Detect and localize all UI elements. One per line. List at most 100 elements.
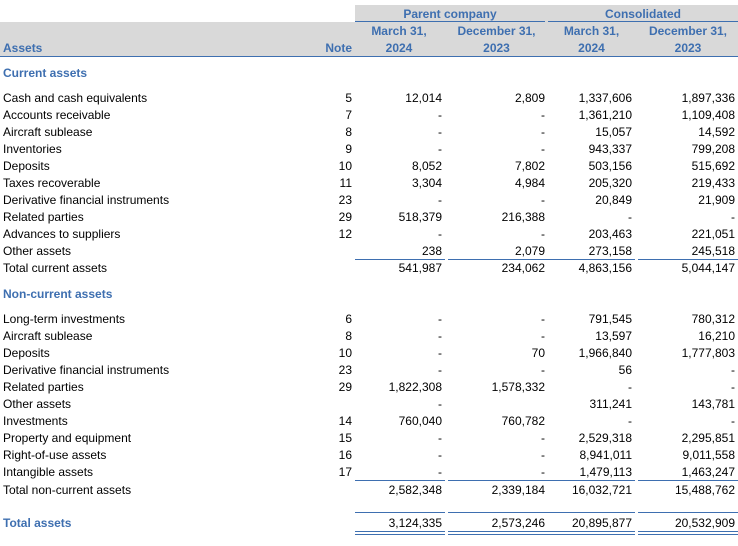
line-item: Advances to suppliers bbox=[3, 227, 121, 241]
amount: - bbox=[438, 397, 442, 411]
amount: - bbox=[541, 125, 545, 139]
amount: 56 bbox=[618, 363, 632, 377]
amount: - bbox=[438, 125, 442, 139]
total-double-rule bbox=[548, 531, 635, 532]
line-item: Investments bbox=[3, 414, 68, 428]
amount: 2,582,348 bbox=[388, 483, 442, 497]
total-label: Total assets bbox=[3, 516, 72, 530]
column-header: March 31, bbox=[371, 24, 427, 38]
line-item: Property and equipment bbox=[3, 431, 132, 445]
subtotal-rule bbox=[355, 259, 445, 260]
amount: - bbox=[731, 414, 735, 428]
group-rule bbox=[548, 21, 738, 22]
amount: 2,339,184 bbox=[491, 483, 545, 497]
total-amount: 2,573,246 bbox=[491, 516, 545, 530]
amount: 515,692 bbox=[691, 159, 735, 173]
amount: - bbox=[541, 363, 545, 377]
amount: - bbox=[628, 380, 632, 394]
amount: - bbox=[438, 142, 442, 156]
note: 16 bbox=[338, 448, 352, 462]
note: 29 bbox=[338, 380, 352, 394]
total-amount: 3,124,335 bbox=[388, 516, 442, 530]
section-title: Current assets bbox=[3, 66, 88, 80]
amount: - bbox=[541, 465, 545, 479]
amount: 219,433 bbox=[691, 176, 735, 190]
total-amount: 20,532,909 bbox=[674, 516, 735, 530]
line-item: Cash and cash equivalents bbox=[3, 91, 148, 105]
column-header: December 31, bbox=[457, 24, 536, 38]
amount: 1,777,803 bbox=[681, 346, 735, 360]
note: 9 bbox=[345, 142, 352, 156]
amount: - bbox=[541, 142, 545, 156]
line-item: Related parties bbox=[3, 210, 84, 224]
group-header: Parent company bbox=[403, 7, 497, 21]
total-double-rule bbox=[355, 531, 445, 532]
amount: - bbox=[541, 108, 545, 122]
subtotal-rule bbox=[548, 259, 635, 260]
assets-header: Assets bbox=[3, 41, 43, 55]
amount: 503,156 bbox=[588, 159, 632, 173]
total-rule bbox=[638, 512, 738, 513]
amount: - bbox=[438, 108, 442, 122]
line-item: Related parties bbox=[3, 380, 84, 394]
amount: 799,208 bbox=[691, 142, 735, 156]
amount: 2,079 bbox=[514, 244, 545, 258]
total-double-rule bbox=[448, 534, 548, 535]
amount: 541,987 bbox=[398, 261, 442, 275]
amount: - bbox=[541, 227, 545, 241]
amount: 518,379 bbox=[398, 210, 442, 224]
amount: 13,597 bbox=[595, 329, 632, 343]
note: 11 bbox=[339, 176, 352, 190]
note: 10 bbox=[338, 346, 352, 360]
column-header: 2023 bbox=[483, 41, 510, 55]
total-double-rule bbox=[638, 531, 738, 532]
amount: 7,802 bbox=[514, 159, 545, 173]
amount: 1,578,332 bbox=[491, 380, 545, 394]
amount: 760,782 bbox=[501, 414, 545, 428]
column-header: December 31, bbox=[648, 24, 728, 38]
note: 17 bbox=[338, 465, 352, 479]
subtotal-rule bbox=[355, 480, 445, 481]
line-item: Inventories bbox=[3, 142, 62, 156]
line-item: Aircraft sublease bbox=[3, 125, 93, 139]
column-header: 2024 bbox=[385, 41, 413, 55]
amount: - bbox=[731, 363, 735, 377]
line-item: Deposits bbox=[3, 159, 50, 173]
amount: 1,337,606 bbox=[578, 91, 632, 105]
note: 8 bbox=[345, 125, 352, 139]
total-rule bbox=[448, 512, 548, 513]
amount: - bbox=[438, 227, 442, 241]
amount: 21,909 bbox=[698, 193, 735, 207]
amount: 760,040 bbox=[398, 414, 442, 428]
amount: 1,966,840 bbox=[578, 346, 632, 360]
section-title: Non-current assets bbox=[3, 287, 113, 301]
line-item: Derivative financial instruments bbox=[3, 363, 170, 377]
note: 7 bbox=[345, 108, 352, 122]
amount: 311,241 bbox=[589, 397, 633, 411]
amount: 4,863,156 bbox=[578, 261, 632, 275]
line-item: Long-term investments bbox=[3, 312, 126, 326]
line-item: Accounts receivable bbox=[3, 108, 111, 122]
line-item: Derivative financial instruments bbox=[3, 193, 170, 207]
amount: 2,295,851 bbox=[681, 431, 735, 445]
amount: 238 bbox=[421, 244, 442, 258]
amount: 1,109,408 bbox=[681, 108, 735, 122]
amount: 216,388 bbox=[501, 210, 545, 224]
amount: - bbox=[541, 431, 545, 445]
amount: 9,011,558 bbox=[682, 448, 736, 462]
line-item: Taxes recoverable bbox=[3, 176, 101, 190]
amount: - bbox=[438, 448, 442, 462]
header-band bbox=[355, 5, 738, 22]
note: 8 bbox=[345, 329, 352, 343]
amount: 15,057 bbox=[595, 125, 632, 139]
amount: - bbox=[438, 346, 442, 360]
total-rule bbox=[548, 512, 635, 513]
total-double-rule bbox=[355, 534, 445, 535]
amount: - bbox=[628, 210, 632, 224]
group-rule bbox=[355, 21, 545, 22]
amount: - bbox=[438, 363, 442, 377]
amount: - bbox=[541, 448, 545, 462]
line-item: Deposits bbox=[3, 346, 50, 360]
note: 29 bbox=[338, 210, 352, 224]
